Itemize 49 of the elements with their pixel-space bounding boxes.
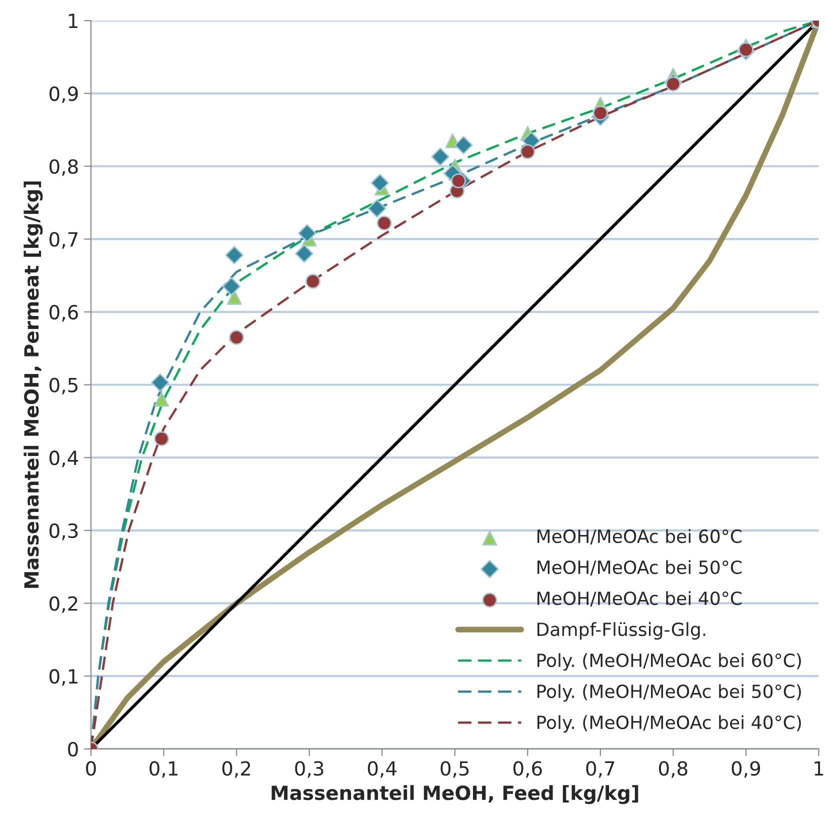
- x-tick-label: 0,2: [222, 761, 250, 778]
- y-tick-label: 0,2: [50, 596, 78, 613]
- point: [368, 199, 386, 218]
- y-tick-label: 0,6: [50, 304, 78, 322]
- x-tick-label: 0,5: [440, 761, 469, 778]
- y-tick-label: 0,7: [50, 232, 78, 249]
- y-axis-title: Massenanteil MeOH, Permeat [kg/kg]: [24, 181, 43, 588]
- y-tick-label: 1: [68, 14, 78, 28]
- point: [150, 373, 170, 392]
- point: [376, 216, 392, 231]
- point: [305, 274, 320, 289]
- point: [454, 136, 473, 154]
- x-tick-label: 0,7: [586, 761, 614, 778]
- point: [298, 224, 316, 242]
- y-tick-label: 0,8: [50, 159, 78, 176]
- x-tick-label: 0,4: [368, 761, 396, 778]
- x-tick-label: 0,3: [295, 761, 324, 778]
- y-tick-label: 0: [68, 742, 78, 757]
- point: [154, 392, 170, 407]
- x-tick-label: 0,8: [659, 761, 688, 778]
- x-tick-label: 0,9: [732, 761, 760, 778]
- x-tick-label: 1: [814, 761, 824, 776]
- point: [222, 277, 241, 296]
- legend-label: Poly. (MeOH/MeOAc bei 40°C): [537, 715, 801, 733]
- point: [451, 173, 466, 188]
- legend-label: Poly. (MeOH/MeOAc bei 60°C): [537, 653, 801, 671]
- point: [520, 144, 536, 160]
- legend-label: Dampf-Flüssig-Glg.: [537, 622, 706, 640]
- point: [431, 148, 450, 166]
- legend-label: MeOH/MeOAc bei 50°C: [537, 560, 742, 576]
- point: [229, 330, 244, 345]
- y-tick-label: 0,1: [50, 669, 78, 686]
- point: [226, 290, 242, 305]
- x-tick-label: 0: [86, 761, 96, 776]
- y-tick-label: 0,9: [50, 86, 78, 104]
- legend-label: Poly. (MeOH/MeOAc bei 50°C): [537, 684, 801, 702]
- point: [154, 431, 170, 446]
- point: [370, 174, 390, 192]
- y-tick-label: 0,4: [50, 450, 78, 468]
- point: [295, 244, 314, 263]
- x-tick-label: 0,1: [150, 761, 178, 778]
- y-tick-label: 0,3: [50, 523, 78, 540]
- legend-label: MeOH/MeOAc bei 60°C: [537, 529, 742, 545]
- legend-label: MeOH/MeOAc bei 40°C: [537, 591, 742, 607]
- x-tick-label: 0,6: [513, 761, 542, 778]
- y-tick-label: 0,5: [50, 378, 78, 394]
- point: [225, 246, 244, 264]
- x-axis-title: Massenanteil MeOH, Feed [kg/kg]: [272, 785, 638, 804]
- point: [592, 106, 608, 121]
